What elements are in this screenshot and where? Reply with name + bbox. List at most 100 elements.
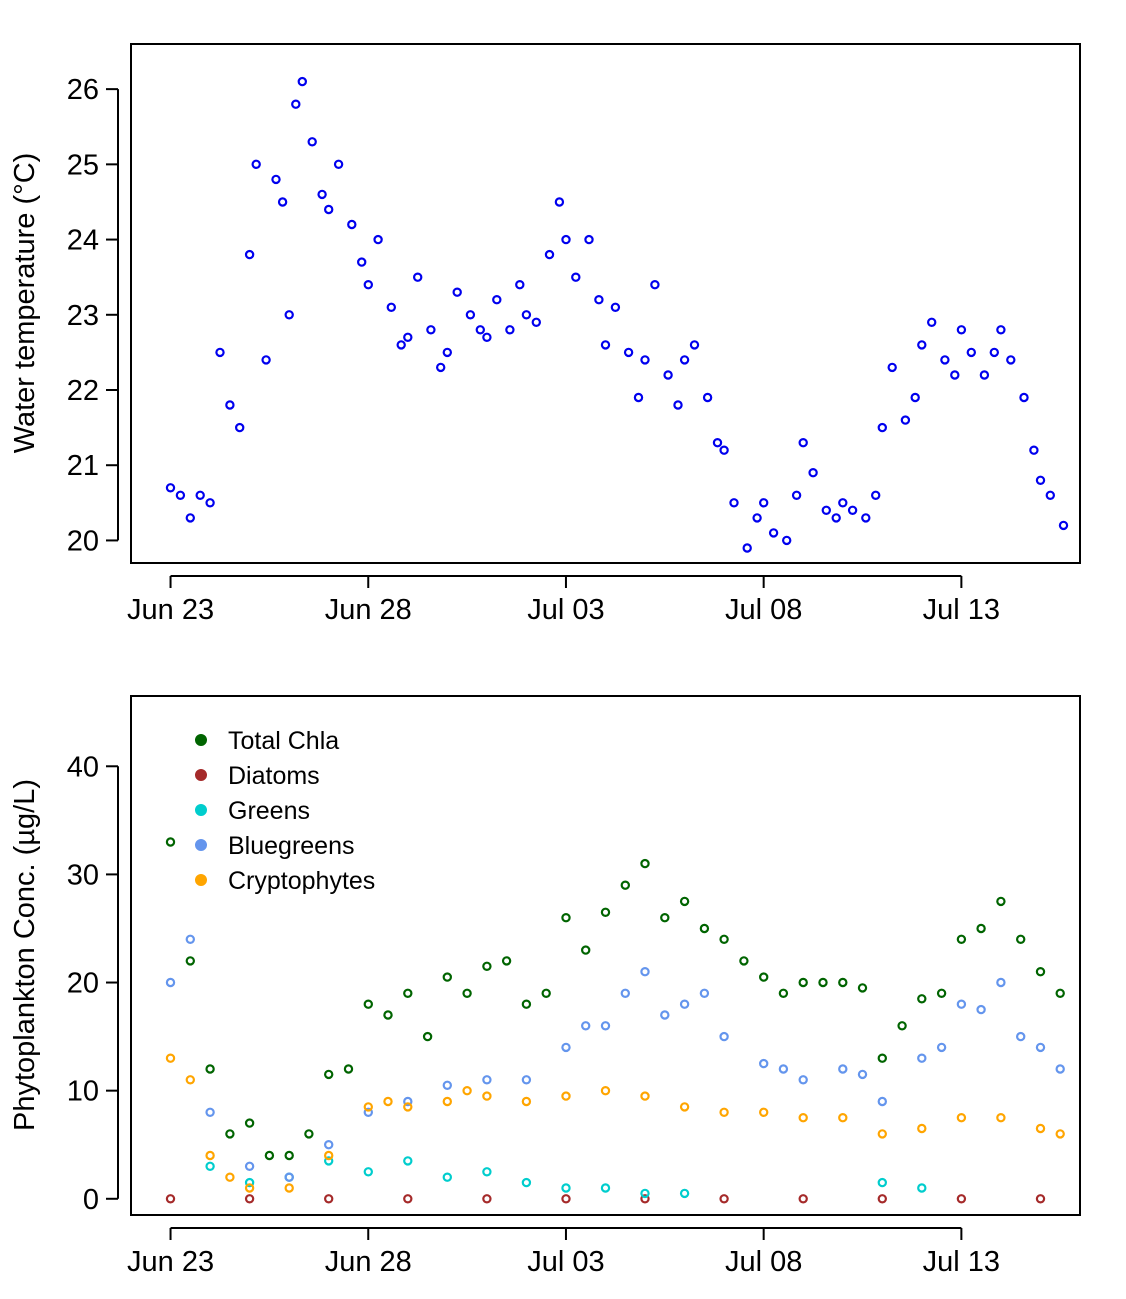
data-point-bluegreens [996,977,1006,988]
data-point-series-0 [413,272,423,282]
data-point-bluegreens [442,1080,452,1091]
data-point-cryptophytes [462,1085,472,1096]
x-tick-label: Jun 23 [127,594,214,626]
data-point-total-chla [976,923,986,934]
x-axis-temperature: Jun 23 Jun 28 Jul 03 Jul 08 Jul 13 [127,575,1000,626]
data-point-greens [561,1183,571,1193]
y-tick-label: 23 [67,300,99,332]
data-point-cryptophytes [917,1123,927,1134]
data-point-total-chla [620,880,631,890]
data-point-bluegreens [679,999,690,1009]
data-point-total-chla [936,988,947,999]
data-point-total-chla [917,994,927,1004]
data-point-series-0 [165,483,176,493]
x-tick-label: Jul 03 [527,594,604,626]
data-point-bluegreens [798,1075,808,1085]
data-point-cryptophytes [1055,1129,1065,1139]
phytoplankton-panel: Phytoplankton Conc. (µg/L) Jun 23 Jun 28 J… [9,695,1081,1278]
data-points-temperature [165,76,1069,553]
data-point-series-0 [917,340,927,350]
y-tick-label: 21 [67,450,99,482]
y-tick-label: 22 [67,375,99,407]
data-point-series-0 [492,295,502,305]
data-point-cryptophytes [996,1112,1006,1123]
data-point-total-chla [304,1129,314,1139]
data-point-bluegreens [917,1053,927,1063]
y-tick-label: 20 [67,968,99,1000]
x-tick-label: Jun 23 [127,1246,214,1278]
data-point-total-chla [778,988,789,999]
data-point-total-chla [422,1031,433,1042]
data-point-bluegreens [956,999,967,1009]
data-point-series-0 [185,513,195,523]
data-point-diatoms [1035,1194,1046,1204]
data-point-greens [600,1183,611,1193]
data-point-diatoms [165,1194,176,1204]
data-point-series-0 [887,362,897,373]
y-tick-label: 24 [67,225,99,257]
data-point-total-chla [561,913,571,923]
data-point-total-chla [600,907,611,918]
data-point-bluegreens [1055,1064,1065,1074]
x-tick-label: Jul 13 [923,1246,1000,1278]
data-point-cryptophytes [798,1112,808,1123]
data-point-cryptophytes [284,1183,294,1193]
data-point-greens [442,1172,452,1182]
data-point-series-0 [1045,490,1056,500]
data-point-greens [877,1177,888,1188]
data-point-series-0 [1058,520,1069,531]
data-points-phytoplankton [165,837,1065,1204]
data-point-bluegreens [185,934,195,945]
data-point-series-0 [877,422,888,433]
x-axis-phytoplankton: Jun 23 Jun 28 Jul 03 Jul 08 Jul 13 [127,1227,1000,1278]
data-point-series-0 [989,347,1000,358]
data-point-series-0 [759,498,769,508]
x-tick-label: Jul 13 [923,594,1000,626]
data-point-series-0 [403,332,413,342]
data-point-total-chla [719,934,729,945]
data-point-series-0 [505,325,515,335]
data-point-total-chla [956,934,967,945]
data-point-cryptophytes [759,1107,769,1118]
data-point-series-0 [251,159,261,169]
data-point-bluegreens [838,1064,848,1074]
data-point-cryptophytes [165,1053,176,1063]
data-point-greens [482,1167,492,1177]
data-point-cryptophytes [442,1096,452,1107]
data-point-series-0 [571,272,581,282]
data-point-cryptophytes [482,1091,492,1101]
data-point-diatoms [324,1194,334,1204]
data-point-series-0 [333,159,344,169]
data-point-total-chla [798,977,808,988]
data-point-total-chla [165,837,176,847]
x-tick-label: Jul 03 [527,1246,604,1278]
plot-box-temperature [130,43,1081,564]
data-point-bluegreens [759,1058,769,1069]
data-point-total-chla [482,961,492,972]
data-point-cryptophytes [383,1096,393,1107]
data-point-bluegreens [620,988,631,999]
legend: Total Chla Diatoms Greens Bluegreens Cryptop… [195,727,375,895]
data-point-cryptophytes [185,1075,195,1085]
data-point-cryptophytes [225,1172,235,1182]
data-point-series-0 [554,197,565,207]
data-point-series-0 [465,310,476,320]
data-point-series-0 [719,445,729,455]
data-point-series-0 [225,400,235,410]
plot-box-phytoplankton [130,695,1081,1216]
data-point-series-0 [673,400,683,410]
data-point-series-0 [261,355,271,365]
data-point-series-0 [910,392,920,403]
data-point-series-0 [426,325,436,335]
data-point-series-0 [244,249,255,260]
data-point-series-0 [475,325,485,335]
data-point-series-0 [782,535,792,546]
data-point-series-0 [950,370,960,380]
data-point-total-chla [838,977,848,988]
data-point-series-0 [650,280,660,290]
data-point-bluegreens [244,1161,255,1172]
y-axis-title-phytoplankton: Phytoplankton Conc. (µg/L) [9,779,41,1131]
y-axis-temperature: 20 21 22 23 24 25 26 [67,74,119,557]
data-point-bluegreens [660,1010,670,1020]
data-point-series-0 [966,347,977,358]
